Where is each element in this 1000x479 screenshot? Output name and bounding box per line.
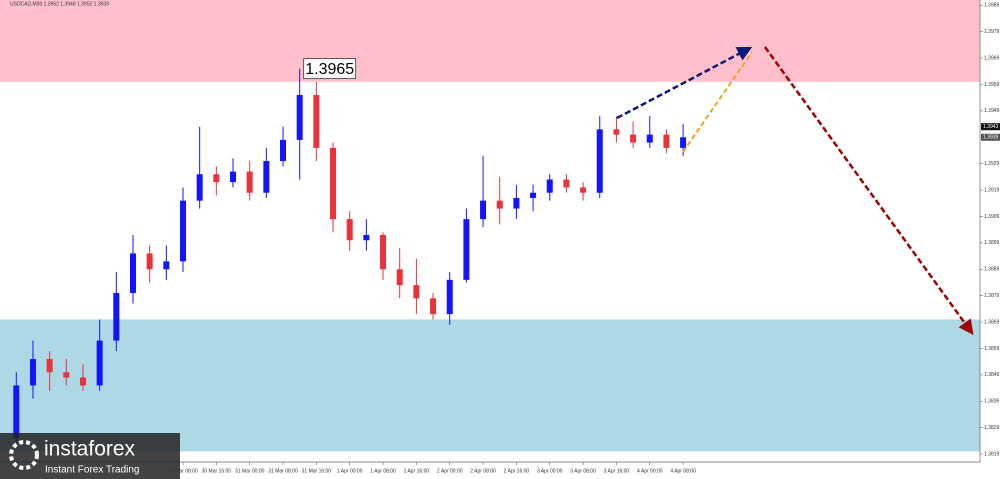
y-tick-label: 1.3879	[984, 293, 1000, 299]
candle-body	[413, 285, 420, 299]
y-tick-label: 1.3909	[984, 214, 1000, 220]
peak-label: 1.3965	[305, 61, 354, 78]
y-tick-label: 1.3949	[984, 108, 1000, 114]
candle-body	[146, 253, 153, 270]
y-tick-label: 1.3869	[984, 319, 1000, 325]
candle-body	[396, 269, 403, 286]
y-tick-label: 1.3979	[984, 29, 1000, 35]
candle-body	[96, 340, 103, 386]
y-tick-label: 1.3849	[984, 372, 1000, 378]
candle-body	[380, 234, 387, 270]
x-tick-label: 3 Apr 16:00	[604, 468, 630, 474]
candle-body	[213, 174, 220, 183]
x-tick-label: 4 Apr 08:00	[670, 468, 696, 474]
y-tick-label: 1.3889	[984, 267, 1000, 273]
x-tick-label: 2 Apr 16:00	[504, 468, 530, 474]
candle-body	[580, 187, 587, 193]
x-tick-label: 2 Apr 08:00	[470, 468, 496, 474]
candle-body	[496, 200, 503, 209]
candle-body	[313, 95, 320, 148]
x-tick-label: 31 Mar 08:00	[268, 468, 298, 474]
candle-body	[196, 174, 203, 201]
candle-body	[180, 200, 186, 262]
candle-body	[263, 161, 270, 193]
logo-background	[0, 433, 180, 479]
candle-body	[29, 359, 36, 386]
y-tick-label: 1.3829	[984, 425, 1000, 431]
candle-body	[530, 192, 537, 198]
candle-body	[246, 171, 253, 193]
candle-body	[430, 298, 437, 315]
candle-body	[513, 198, 520, 209]
x-tick-label: 2 Apr 00:00	[437, 468, 463, 474]
candle-body	[596, 129, 603, 193]
x-tick-label: 30 Mar 08:00	[168, 468, 198, 474]
candle-body	[296, 95, 303, 140]
price-tag: 1.3939	[983, 135, 999, 141]
forecast-arrow	[682, 51, 753, 153]
x-tick-label: 4 Apr 00:00	[637, 468, 663, 474]
y-tick-label: 1.3859	[984, 346, 1000, 352]
candle-body	[113, 293, 120, 341]
candle-body	[613, 129, 620, 135]
candle-body	[346, 219, 353, 241]
chart-header: USDCAD,M30 1.3952 1.3948 1.3952 1.3939	[10, 1, 109, 7]
x-tick-label: 1 Apr 16:00	[404, 468, 430, 474]
candle-body	[330, 147, 337, 220]
y-tick-label: 1.3989	[984, 3, 1000, 9]
candle-body	[563, 179, 570, 188]
x-tick-label: 3 Apr 08:00	[570, 468, 596, 474]
candle-body	[546, 179, 553, 193]
candle-body	[129, 253, 136, 294]
y-tick-label: 1.3959	[984, 82, 1000, 88]
y-tick-label: 1.3919	[984, 187, 1000, 193]
x-tick-label: 30 Mar 16:00	[202, 468, 232, 474]
x-tick-label: 1 Apr 00:00	[337, 468, 363, 474]
price-tag-box	[981, 123, 1000, 131]
candle-body	[663, 134, 670, 148]
logo: instaforex Instant Forex Trading	[0, 433, 180, 479]
logo-icon	[9, 440, 39, 470]
candle-body	[463, 219, 470, 280]
candle-body	[13, 385, 20, 439]
logo-name: instaforex	[44, 438, 136, 461]
price-tag-box	[981, 133, 1000, 141]
x-tick-label: 31 Mar 16:00	[302, 468, 332, 474]
candle-body	[79, 377, 86, 386]
candle-body	[480, 200, 487, 220]
candle-body	[630, 134, 637, 143]
x-tick-label: 31 Mar 00:00	[235, 468, 265, 474]
y-tick-label: 1.3929	[984, 161, 1000, 167]
forecast-arrow	[616, 46, 753, 120]
candle-body	[163, 261, 170, 270]
zone	[0, 319, 980, 452]
peak-label-box	[303, 58, 357, 80]
y-tick-label: 1.3839	[984, 399, 1000, 405]
candle-body	[646, 134, 653, 143]
forecast-arrow	[763, 46, 974, 336]
candle-body	[63, 372, 70, 378]
y-tick-label: 1.3899	[984, 240, 1000, 246]
x-tick-label: 1 Apr 08:00	[370, 468, 396, 474]
candle-body	[363, 234, 370, 241]
x-tick-label: 3 Apr 00:00	[537, 468, 563, 474]
price-tag: 1.3943	[983, 124, 999, 130]
y-tick-label: 1.3969	[984, 55, 1000, 61]
candle-body	[446, 279, 453, 315]
logo-tagline: Instant Forex Trading	[45, 465, 140, 476]
y-tick-label: 1.3819	[984, 451, 1000, 457]
candle-body	[280, 139, 287, 162]
candle-body	[680, 137, 687, 148]
candle-body	[46, 359, 53, 373]
zone	[0, 0, 980, 82]
candle-body	[230, 171, 237, 183]
